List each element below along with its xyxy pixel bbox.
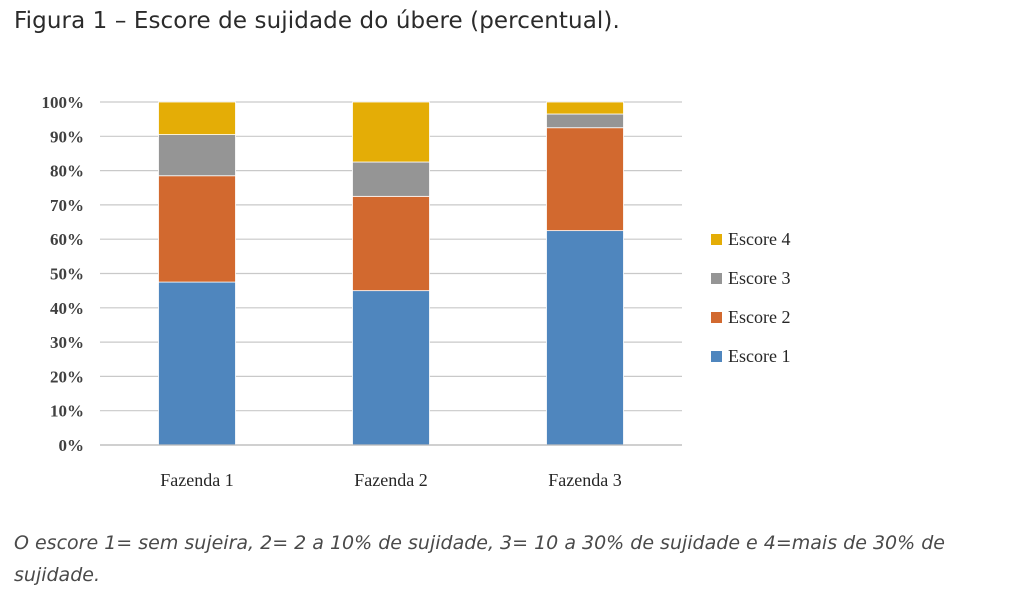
y-tick-label: 50%	[50, 265, 84, 284]
bar-segment-escore-2	[546, 127, 624, 232]
bar-segment-escore-4	[158, 101, 236, 135]
y-tick-label: 30%	[50, 333, 84, 352]
bar-segment-escore-3	[158, 134, 236, 177]
bar-segment-escore-1	[546, 230, 624, 446]
legend-swatch	[711, 234, 722, 245]
bar-segment-escore-2	[352, 195, 430, 292]
x-category-label: Fazenda 1	[160, 470, 233, 490]
x-axis: Fazenda 1 Fazenda 2 Fazenda 3	[100, 444, 682, 490]
y-tick-label: 90%	[50, 127, 84, 146]
bar-segment-escore-1	[352, 290, 430, 446]
legend-label: Escore 4	[728, 229, 790, 249]
legend-swatch	[711, 312, 722, 323]
legend-swatch	[711, 273, 722, 284]
y-tick-label: 80%	[50, 162, 84, 181]
legend-swatch	[711, 351, 722, 362]
y-tick-label: 40%	[50, 299, 84, 318]
y-tick-label: 70%	[50, 196, 84, 215]
y-axis-ticks: 0% 10% 20% 30% 40% 50% 60% 70% 80% 90% 100%	[42, 93, 85, 455]
bar-segment-escore-3	[352, 161, 430, 197]
stacked-bar-chart: 0% 10% 20% 30% 40% 50% 60% 70% 80% 90% 100% Fazend…	[42, 93, 791, 490]
y-tick-label: 10%	[50, 402, 84, 421]
bar-segment-escore-2	[158, 175, 236, 283]
y-tick-label: 60%	[50, 230, 84, 249]
x-category-label: Fazenda 2	[354, 470, 427, 490]
bar-segment-escore-1	[158, 281, 236, 446]
y-tick-label: 20%	[50, 367, 84, 386]
legend: Escore 4 Escore 3 Escore 2 Escore 1	[711, 229, 790, 366]
bar-segment-escore-4	[546, 101, 624, 115]
y-tick-label: 0%	[59, 436, 85, 455]
legend-label: Escore 3	[728, 268, 790, 288]
x-category-label: Fazenda 3	[548, 470, 621, 490]
figure-caption: O escore 1= sem sujeira, 2= 2 a 10% de s…	[14, 532, 945, 586]
y-tick-label: 100%	[42, 93, 85, 112]
bar-segment-escore-3	[546, 113, 624, 129]
figure-title: Figura 1 – Escore de sujidade do úbere (…	[14, 8, 620, 34]
bar-segment-escore-4	[352, 101, 430, 163]
bars	[158, 101, 624, 446]
legend-label: Escore 2	[728, 307, 790, 327]
legend-label: Escore 1	[728, 346, 790, 366]
